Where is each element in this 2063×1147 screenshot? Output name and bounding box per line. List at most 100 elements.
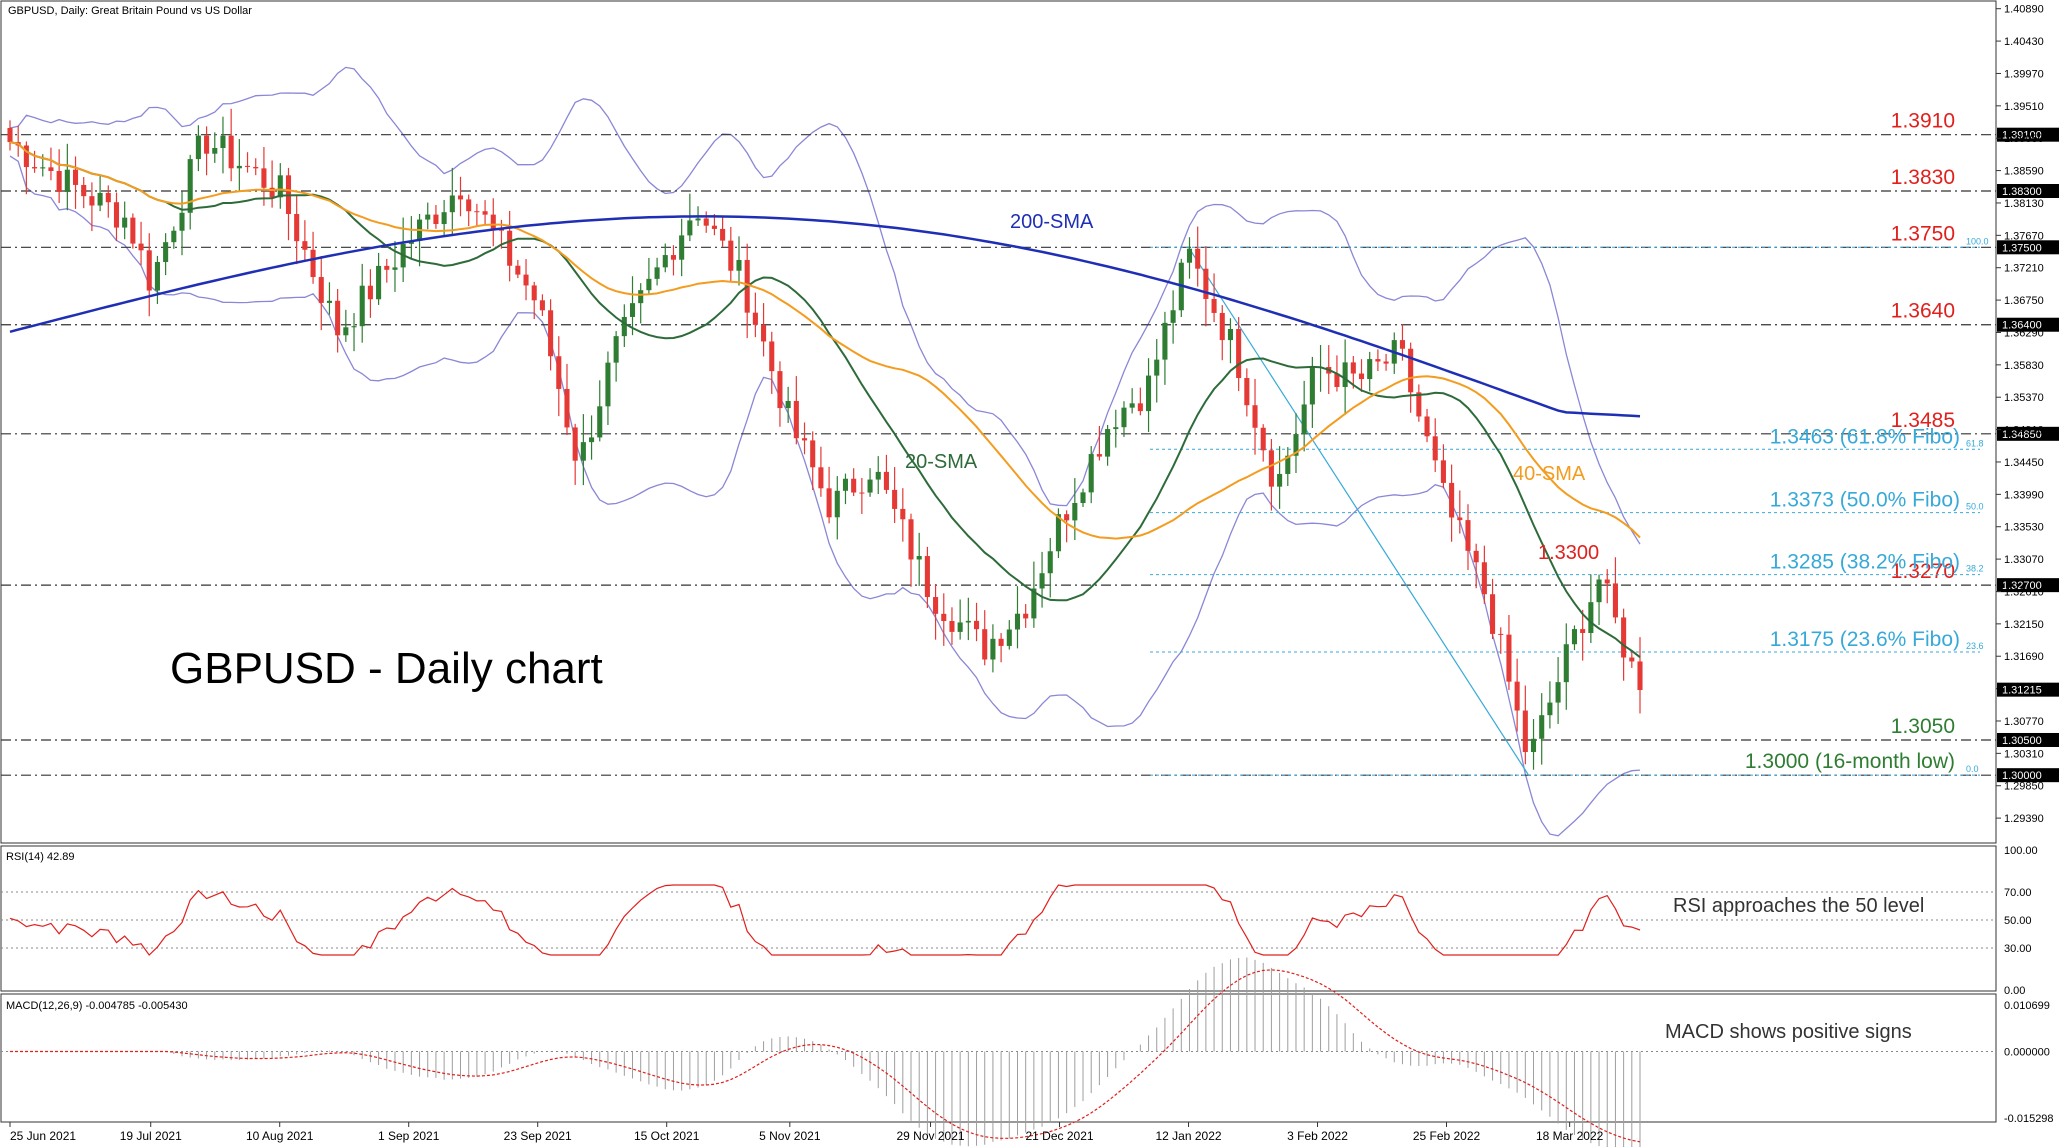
macd-panel xyxy=(0,993,1997,1123)
sma20-line xyxy=(9,141,1641,658)
candle-body xyxy=(1571,629,1578,645)
candle-body xyxy=(220,135,226,148)
rsi-tick-label: 30.00 xyxy=(2004,943,2032,955)
level-label: 1.3270 xyxy=(1891,560,1955,583)
candle-body xyxy=(138,243,144,251)
candle-body xyxy=(1047,551,1053,574)
candle-body xyxy=(810,440,816,468)
candle-body xyxy=(187,159,193,213)
candle-body xyxy=(548,310,554,357)
price-tick-label: 1.38590 xyxy=(2004,166,2044,178)
candle-body xyxy=(89,196,95,206)
candle-body xyxy=(1408,348,1414,393)
level-label: 1.3485 xyxy=(1891,409,1955,432)
candle-body xyxy=(638,290,644,304)
candle-body xyxy=(515,265,521,275)
time-tick-label: 29 Nov 2021 xyxy=(897,1129,965,1143)
bollinger-lower xyxy=(9,155,1641,837)
candle-body xyxy=(1096,454,1102,457)
candle-body xyxy=(900,508,906,520)
candle-body xyxy=(277,175,283,198)
candle-body xyxy=(1334,373,1340,387)
candle-body xyxy=(982,629,988,660)
level-tag: 1.39100 xyxy=(2002,130,2042,142)
candle-body xyxy=(1555,682,1561,703)
candle-body xyxy=(949,621,955,632)
price-tick-label: 1.31690 xyxy=(2004,651,2044,663)
fibo-percent: 38.2 xyxy=(1966,564,1984,574)
price-tick-label: 1.36750 xyxy=(2004,295,2044,307)
candle-body xyxy=(1424,416,1430,437)
current-price-box xyxy=(1997,682,2059,697)
candle-body xyxy=(154,262,160,291)
candle-body xyxy=(842,478,849,491)
candle-body xyxy=(1580,629,1586,633)
symbol-info: GBPUSD, Daily: Great Britain Pound vs US… xyxy=(8,5,252,17)
level-tag: 1.30500 xyxy=(2002,735,2042,747)
price-tick-label: 1.33070 xyxy=(2004,554,2044,566)
candle-body xyxy=(1236,329,1242,379)
candle-body xyxy=(629,303,636,317)
candle-body xyxy=(1301,404,1307,435)
candle-body xyxy=(1170,310,1176,323)
candle-body xyxy=(23,145,29,168)
candle-body xyxy=(1547,702,1553,716)
candle-body xyxy=(1514,681,1520,711)
candle-body xyxy=(122,217,128,228)
candle-body xyxy=(646,278,652,291)
candle-body xyxy=(482,211,488,215)
candle-body xyxy=(916,556,922,560)
candle-body xyxy=(48,167,54,172)
candle-body xyxy=(1490,594,1496,634)
candle-body xyxy=(1375,359,1381,362)
candle-body xyxy=(973,620,980,630)
candle-body xyxy=(523,274,529,286)
level-tag: 1.36400 xyxy=(2002,320,2042,332)
candle-body xyxy=(924,556,930,598)
candle-body xyxy=(1432,436,1438,461)
candle-body xyxy=(1416,392,1422,417)
candle-body xyxy=(392,267,398,270)
candle-body xyxy=(1211,298,1217,313)
candle-body xyxy=(1154,359,1160,376)
level-label: 1.3910 xyxy=(1891,110,1955,133)
candle-body xyxy=(195,135,201,160)
candle-body xyxy=(318,277,324,303)
candle-body xyxy=(892,489,898,509)
level-tag: 1.30000 xyxy=(2002,770,2042,782)
level-tag-box xyxy=(1997,578,2059,593)
price-panel xyxy=(0,0,1997,844)
time-tick-label: 23 Sep 2021 xyxy=(504,1129,572,1143)
candle-body xyxy=(1195,248,1201,269)
time-tick-label: 25 Jun 2021 xyxy=(10,1129,76,1143)
candle-body xyxy=(736,259,742,271)
candle-body xyxy=(359,285,365,327)
fibo-label: 1.3175 (23.6% Fibo) xyxy=(1770,628,1960,651)
candle-body xyxy=(752,312,758,325)
peak-label: 1.3300 xyxy=(1538,542,1599,564)
candle-body xyxy=(425,214,431,220)
candle-body xyxy=(1186,248,1193,263)
candle-body xyxy=(351,326,357,328)
candle-body xyxy=(621,316,627,337)
candle-body xyxy=(32,167,38,169)
candlesticks xyxy=(7,108,1643,770)
candle-body xyxy=(490,214,496,229)
level-tag: 1.37500 xyxy=(2002,242,2042,254)
candle-body xyxy=(179,212,185,231)
price-tick-label: 1.34910 xyxy=(2004,425,2044,437)
macd-indicator: 0.010699 0.000000 -0.015298 xyxy=(1,957,2054,1147)
sma200-line xyxy=(9,215,1641,418)
level-tag: 1.34850 xyxy=(2002,429,2042,441)
time-tick-label: 18 Mar 2022 xyxy=(1536,1129,1604,1143)
fibonacci-levels: 100.0 1.3463 (61.8% Fibo) 61.8 1.3373 (50.0… xyxy=(1150,236,1989,776)
candle-body xyxy=(687,220,693,236)
candle-body xyxy=(703,218,709,226)
horizontal-levels: 1.39101.391001.38301.383001.37501.375001… xyxy=(1,110,2059,783)
candle-body xyxy=(728,240,734,271)
level-label: 1.3830 xyxy=(1891,166,1955,189)
candle-body xyxy=(1604,579,1610,584)
rsi-tick-label: 70.00 xyxy=(2004,887,2032,899)
sma40-line xyxy=(9,141,1641,540)
